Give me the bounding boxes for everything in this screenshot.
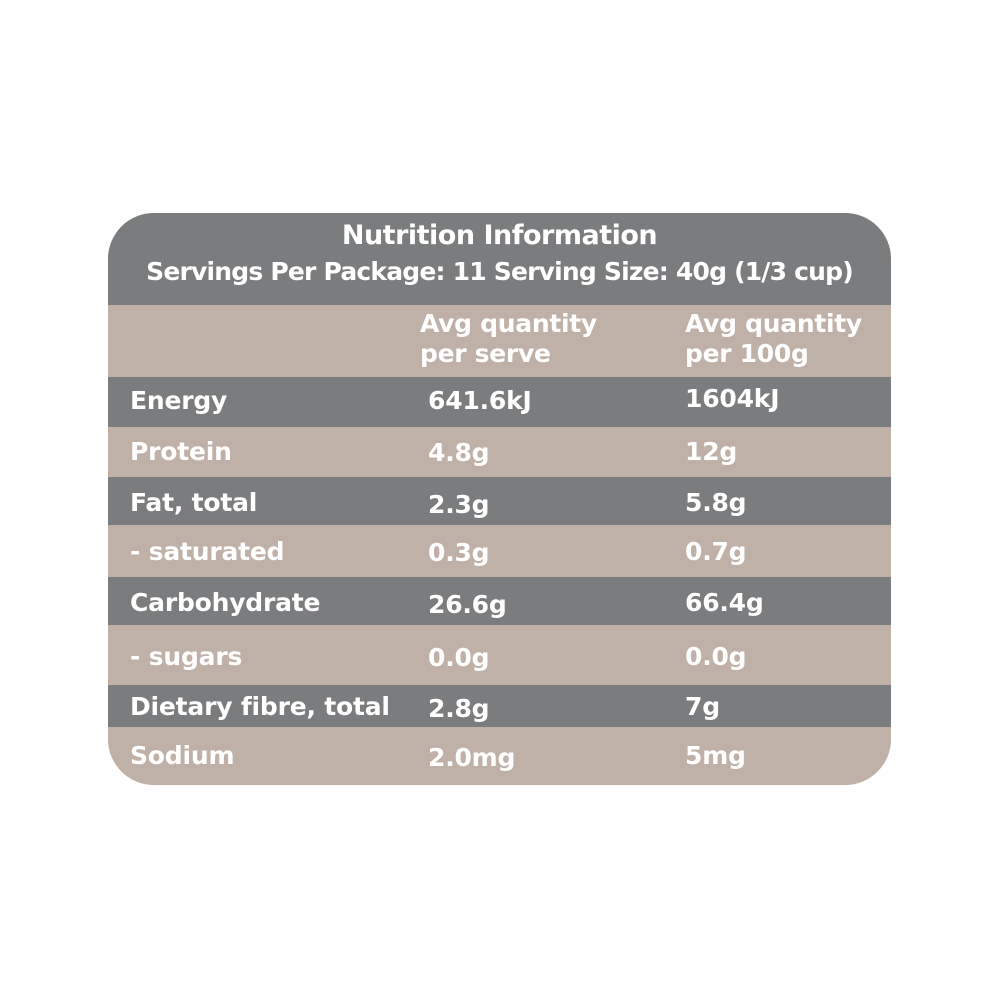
panel-title: Nutrition Information <box>341 220 658 251</box>
table-row: Protein 4.8g 12g <box>108 427 891 477</box>
nutrient-name: Energy <box>130 386 228 415</box>
table-row: - sugars 0.0g 0.0g <box>108 625 891 685</box>
nutrient-name: Dietary fibre, total <box>130 692 390 721</box>
nutrient-name: Sodium <box>130 741 235 770</box>
nutrient-name: Carbohydrate <box>130 588 321 617</box>
panel-header: Nutrition Information Servings Per Packa… <box>108 213 891 305</box>
table-row: Energy 641.6kJ 1604kJ <box>108 377 891 427</box>
column-header-line: Avg quantity <box>420 309 597 338</box>
per-100g-value: 7g <box>685 692 720 721</box>
table-row: Dietary fibre, total 2.8g 7g <box>108 685 891 727</box>
nutrient-name: - saturated <box>130 537 285 566</box>
column-header-line: Avg quantity <box>685 309 862 338</box>
table-row: Sodium 2.0mg 5mg <box>108 727 891 785</box>
per-100g-value: 0.7g <box>685 537 747 566</box>
table-row: Fat, total 2.3g 5.8g <box>108 477 891 525</box>
nutrition-panel: Nutrition Information Servings Per Packa… <box>108 213 891 785</box>
per-serve-value: 0.0g <box>428 643 490 672</box>
column-header-line: per serve <box>420 339 551 368</box>
table-row: - saturated 0.3g 0.7g <box>108 525 891 577</box>
column-header-per-100g: Avg quantity per 100g <box>685 309 862 369</box>
column-headers: Avg quantity per serve Avg quantity per … <box>108 305 891 377</box>
nutrient-name: - sugars <box>130 642 243 671</box>
table-row: Carbohydrate 26.6g 66.4g <box>108 577 891 625</box>
column-header-per-serve: Avg quantity per serve <box>420 309 597 369</box>
column-header-line: per 100g <box>685 339 809 368</box>
per-100g-value: 5.8g <box>685 488 747 517</box>
per-serve-value: 4.8g <box>428 438 490 467</box>
per-100g-value: 66.4g <box>685 588 764 617</box>
per-100g-value: 1604kJ <box>685 384 780 413</box>
per-100g-value: 5mg <box>685 741 746 770</box>
per-100g-value: 0.0g <box>685 642 747 671</box>
per-serve-value: 641.6kJ <box>428 386 532 415</box>
nutrient-name: Protein <box>130 437 232 466</box>
per-serve-value: 26.6g <box>428 590 507 619</box>
serving-info: Servings Per Package: 11 Serving Size: 4… <box>146 257 854 286</box>
per-serve-value: 0.3g <box>428 538 490 567</box>
per-100g-value: 12g <box>685 437 738 466</box>
per-serve-value: 2.3g <box>428 490 490 519</box>
per-serve-value: 2.8g <box>428 694 490 723</box>
nutrient-name: Fat, total <box>130 488 258 517</box>
per-serve-value: 2.0mg <box>428 743 516 772</box>
